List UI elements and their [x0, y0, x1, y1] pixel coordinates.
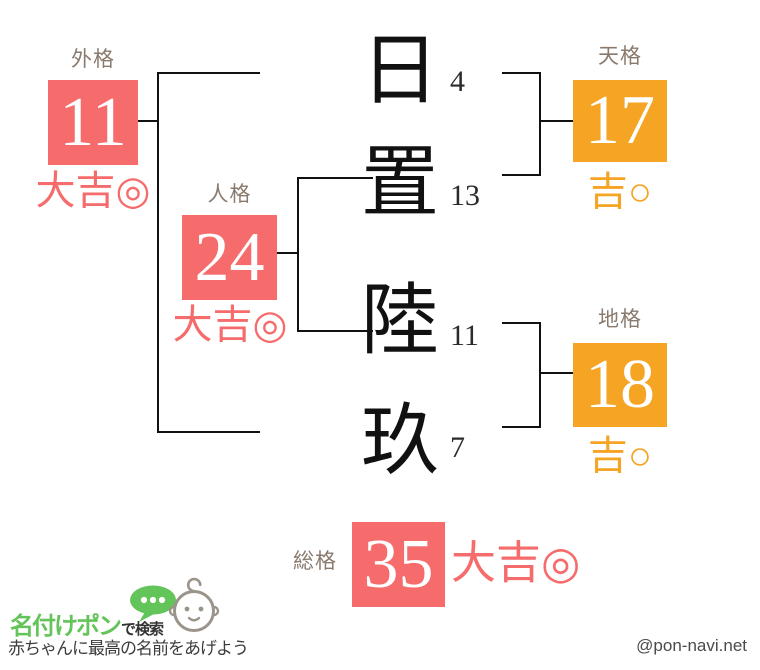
gaikaku-label: 外格	[71, 48, 115, 71]
gaikaku-bracket-top-arm	[157, 72, 260, 74]
name-char-4: 玖	[360, 397, 439, 484]
gaikaku-value: 11	[59, 83, 127, 161]
baby-icon	[168, 577, 220, 632]
jinkaku-value: 24	[194, 218, 265, 296]
chikaku-bracket-bottom-arm	[502, 426, 539, 428]
tenkaku-bracket-bottom-arm	[502, 174, 539, 176]
speech-bubble-icon	[130, 585, 176, 622]
gaikaku-value-box: 11	[48, 80, 138, 165]
chikaku-bracket-top-arm	[502, 322, 539, 324]
tenkaku-result: 吉○	[587, 169, 653, 214]
name-char-2: 置	[360, 139, 439, 226]
name-char-1: 日	[360, 27, 439, 114]
gaikaku-bracket-vertical	[157, 72, 159, 433]
brand-tagline: 赤ちゃんに最高の名前をあげよう	[8, 639, 249, 658]
gaikaku-result: 大吉◎	[35, 168, 151, 213]
stroke-count-3: 11	[450, 319, 479, 352]
chikaku-label: 地格	[598, 308, 642, 331]
soukaku-result: 大吉◎	[451, 538, 581, 588]
tenkaku-value-box: 17	[573, 80, 667, 162]
tenkaku-label: 天格	[598, 45, 642, 68]
tenkaku-bracket-vertical	[539, 72, 541, 176]
chikaku-bracket-vertical	[539, 322, 541, 428]
chikaku-value: 18	[585, 346, 655, 423]
jinkaku-bracket-top-arm	[297, 177, 373, 179]
soukaku-value-box: 35	[352, 522, 445, 607]
soukaku-value: 35	[363, 525, 434, 603]
brand-name: 名付けポン	[10, 613, 122, 640]
jinkaku-result: 大吉◎	[172, 302, 288, 347]
stroke-count-2: 13	[450, 179, 480, 212]
chikaku-box-stem	[539, 372, 573, 374]
brand-row: 名付けポンで検索	[10, 606, 164, 641]
name-char-3: 陸	[360, 277, 439, 364]
jinkaku-bracket-vertical	[297, 177, 299, 332]
jinkaku-value-box: 24	[182, 215, 277, 300]
jinkaku-box-stem	[276, 252, 297, 254]
site-credit: @pon-navi.net	[636, 636, 747, 655]
gaikaku-box-stem	[137, 120, 157, 122]
tenkaku-value: 17	[585, 82, 655, 159]
tenkaku-bracket-top-arm	[502, 72, 539, 74]
stroke-count-1: 4	[450, 65, 465, 98]
soukaku-label: 総格	[293, 550, 337, 573]
stroke-count-4: 7	[450, 431, 465, 464]
chikaku-result: 吉○	[587, 433, 653, 478]
jinkaku-bracket-bottom-arm	[297, 330, 373, 332]
chikaku-value-box: 18	[573, 343, 667, 427]
jinkaku-label: 人格	[207, 183, 252, 206]
brand-search-suffix: で検索	[121, 621, 164, 638]
gaikaku-bracket-bottom-arm	[157, 431, 260, 433]
tenkaku-box-stem	[539, 120, 573, 122]
